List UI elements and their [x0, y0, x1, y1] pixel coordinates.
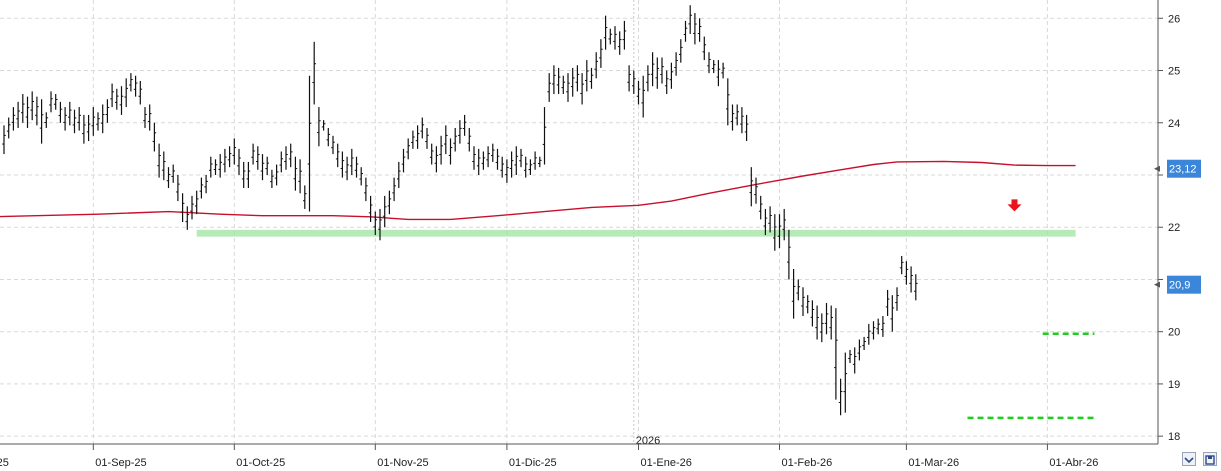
save-icon[interactable] [1203, 452, 1217, 466]
y-tick-label: 20 [1168, 327, 1180, 339]
down-arrow-icon [1007, 199, 1022, 212]
x-tick-label: 01-Mar-26 [908, 457, 959, 469]
y-tick-label: 26 [1168, 13, 1180, 25]
collapse-icon[interactable] [1182, 452, 1196, 466]
price-tag-box [1167, 275, 1201, 294]
moving-average-line [0, 160, 1076, 221]
y-tick-label: 25 [1168, 66, 1180, 78]
y-tick-label: 24 [1168, 118, 1180, 130]
x-tick-label: 01-Feb-26 [782, 457, 833, 469]
x-tick-label: 01-Ene-26 [641, 457, 692, 469]
price-tag-box [1167, 159, 1201, 178]
moving-average-layer [0, 160, 1076, 221]
y-tick-label: 19 [1168, 379, 1180, 391]
x-tick-label: 01-Oct-25 [236, 457, 285, 469]
price-tag-label: 20,9 [1169, 280, 1190, 292]
x-tick-label: 01-Sep-25 [95, 457, 146, 469]
year-label: 2026 [636, 435, 660, 447]
price-tag-pointer [1154, 281, 1160, 288]
price-tag-pointer [1154, 165, 1160, 172]
grid [0, 0, 1158, 444]
x-tick-label: 01-Dic-25 [509, 457, 557, 469]
annotations-back [196, 229, 1076, 237]
price-tag-label: 23,12 [1169, 164, 1197, 176]
x-tick-label: 25 [0, 457, 9, 469]
support-zone [196, 229, 1076, 237]
x-tick-label: 01-Nov-25 [377, 457, 428, 469]
x-tick-label: 01-Abr-26 [1049, 457, 1098, 469]
annotations-front [967, 199, 1095, 420]
price-bars [2, 5, 918, 416]
y-tick-label: 18 [1168, 431, 1180, 443]
y-tick-label: 22 [1168, 222, 1180, 234]
axes: 18 19 20 22 24 25 26 25 01-Sep-25 01-Oct-25 01-Nov… [0, 0, 1201, 469]
